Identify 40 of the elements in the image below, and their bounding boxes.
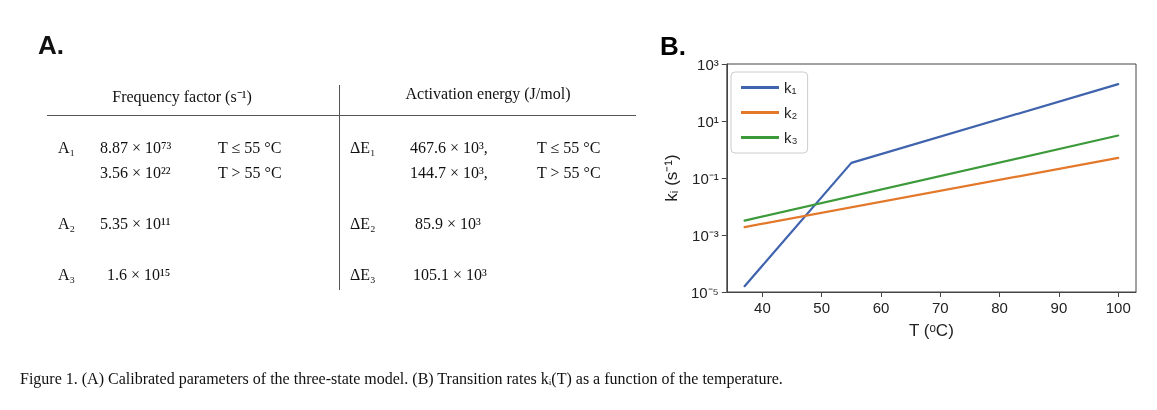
x-tick-label: 100 bbox=[1105, 299, 1131, 316]
legend-label: k₂ bbox=[784, 104, 798, 121]
text: ΔE₁ bbox=[350, 139, 376, 157]
text: 467.6 × 10³, bbox=[410, 139, 488, 157]
y-tick-label: 10⁻⁵ bbox=[690, 283, 719, 301]
y-axis-title: kᵢ (s⁻¹) bbox=[662, 154, 681, 202]
text: A. bbox=[38, 30, 64, 61]
text: ΔE₂ bbox=[350, 215, 376, 233]
text: 144.7 × 10³, bbox=[410, 164, 488, 182]
text: Activation energy (J/mol) bbox=[405, 85, 571, 103]
text: ΔE₃ bbox=[350, 266, 376, 284]
text: T > 55 °C bbox=[537, 164, 601, 182]
text: 3.56 × 10²² bbox=[100, 164, 171, 182]
text: T > 55 °C bbox=[218, 164, 282, 182]
text: 5.35 × 10¹¹ bbox=[100, 215, 171, 233]
x-tick-label: 70 bbox=[931, 299, 949, 316]
text: 8.87 × 10⁷³ bbox=[100, 139, 172, 157]
text: 85.9 × 10³ bbox=[415, 215, 481, 233]
y-tick-label: 10⁻³ bbox=[692, 226, 719, 244]
x-tick-label: 50 bbox=[813, 299, 831, 316]
text: A₃ bbox=[58, 266, 76, 284]
x-axis-title: T (ᵒC) bbox=[908, 321, 954, 340]
chart-title: B. bbox=[660, 31, 686, 61]
legend-label: k₃ bbox=[784, 129, 798, 146]
legend-label: k₁ bbox=[784, 79, 797, 96]
text: T ≤ 55 °C bbox=[537, 139, 601, 157]
x-tick-label: 60 bbox=[872, 299, 890, 316]
y-tick-label: 10³ bbox=[697, 55, 719, 73]
caption: Figure 1. (A) Calibrated parameters of the three-state model. (B) Transition rates kᵢ(T) as a function of the temperature. bbox=[20, 370, 783, 388]
x-tick-label: 40 bbox=[754, 299, 771, 316]
text: 1.6 × 10¹⁵ bbox=[107, 266, 171, 284]
text: A₁ bbox=[58, 139, 76, 157]
y-tick-label: 10⁻¹ bbox=[692, 169, 719, 187]
text: T ≤ 55 °C bbox=[218, 139, 282, 157]
x-tick-label: 90 bbox=[1050, 299, 1068, 316]
text: 105.1 × 10³ bbox=[413, 266, 487, 284]
x-tick-label: 80 bbox=[991, 299, 1008, 316]
text: Frequency factor (s⁻¹) bbox=[112, 87, 252, 107]
text: A₂ bbox=[58, 215, 76, 233]
y-tick-label: 10¹ bbox=[697, 112, 719, 130]
